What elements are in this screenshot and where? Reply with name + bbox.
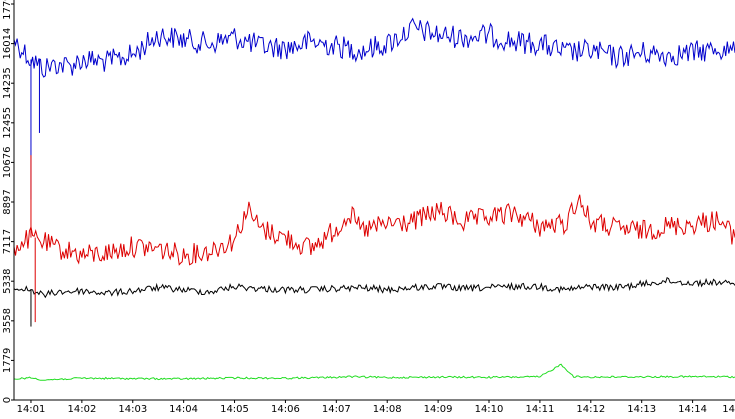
x-tick-label: 14:02 [67, 404, 96, 415]
y-tick-label: 12455 [2, 107, 13, 139]
x-tick-label: 14:05 [220, 404, 249, 415]
y-tick-label: 0 [2, 397, 13, 403]
x-tick-label: 14:14 [678, 404, 707, 415]
x-tick-label: 14 [722, 404, 735, 415]
x-tick-label: 14:08 [373, 404, 402, 415]
x-tick-label: 14:07 [322, 404, 351, 415]
y-tick-label: 7117 [2, 229, 13, 254]
series-line-1 [13, 17, 735, 78]
x-tick-label: 14:12 [576, 404, 605, 415]
x-tick-label: 14:10 [475, 404, 504, 415]
series-line-4 [13, 363, 735, 381]
y-tick-label: 14235 [2, 67, 13, 99]
series-line-3 [13, 276, 735, 299]
y-tick-label: 1779 [2, 348, 13, 373]
series-line-2 [13, 194, 735, 266]
series-layer [13, 17, 735, 381]
y-tick-label: 16014 [2, 28, 13, 60]
x-tick-label: 14:13 [627, 404, 656, 415]
y-tick-label: 3558 [2, 308, 13, 333]
x-tick-label: 14:04 [169, 404, 198, 415]
y-tick-label: 8897 [2, 189, 13, 214]
y-tick-label: 10676 [2, 146, 13, 178]
x-tick-label: 14:01 [17, 404, 46, 415]
y-tick-label: 5338 [2, 268, 13, 293]
y-tick-label: 17794 [2, 0, 13, 20]
x-tick-label: 14:06 [271, 404, 300, 415]
x-tick-label: 14:03 [118, 404, 147, 415]
x-tick-label: 14:11 [525, 404, 554, 415]
x-tick-label: 14:09 [424, 404, 453, 415]
